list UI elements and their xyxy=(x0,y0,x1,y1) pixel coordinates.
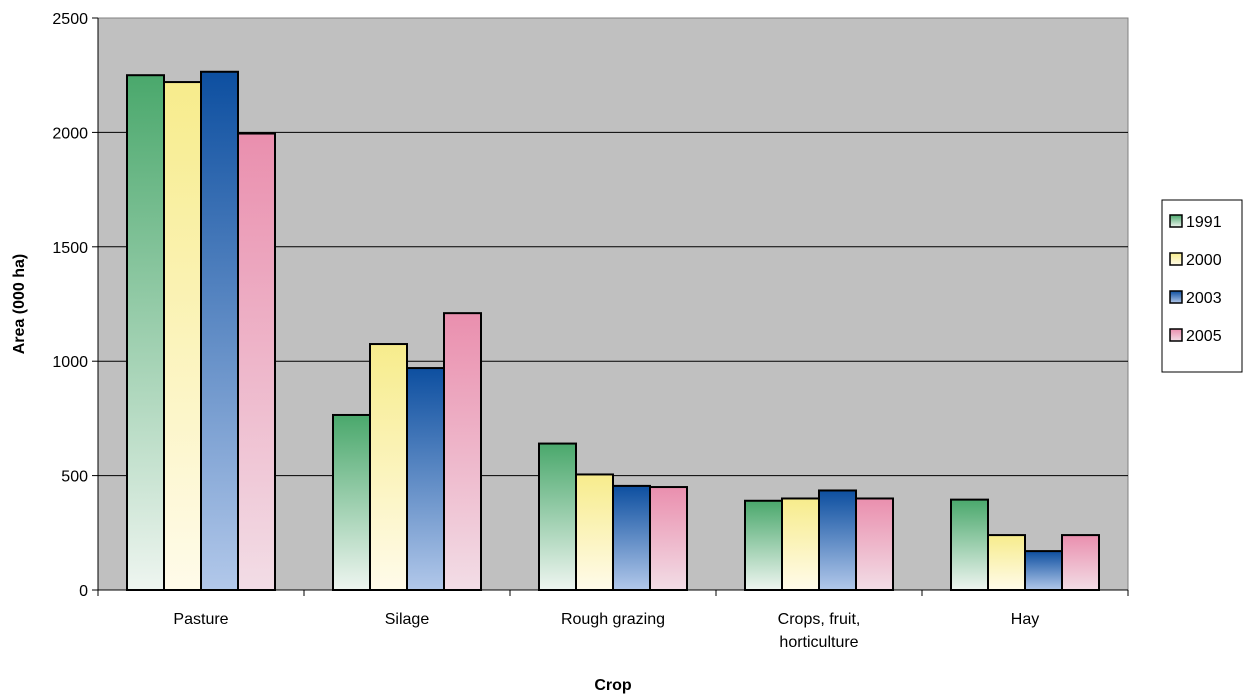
legend-swatch-2003 xyxy=(1169,290,1183,304)
x-tick-label: Crops, fruit, xyxy=(778,611,861,628)
y-tick-label: 500 xyxy=(61,469,88,486)
bar-2005-1 xyxy=(443,312,482,591)
x-tick-label: Rough grazing xyxy=(561,611,665,628)
bar-1991-0 xyxy=(126,74,165,591)
x-tick-label: Silage xyxy=(385,611,430,628)
legend-label-2003: 2003 xyxy=(1186,290,1222,307)
y-tick-label: 0 xyxy=(79,583,88,600)
bar-2005-3 xyxy=(855,497,894,592)
bar-2000-4 xyxy=(987,534,1026,592)
bar-2005-0 xyxy=(237,132,276,591)
legend-swatch-2005 xyxy=(1169,328,1183,342)
y-axis-title: Area (000 ha) xyxy=(11,254,28,355)
legend-swatch-1991 xyxy=(1169,214,1183,228)
y-tick-label: 2000 xyxy=(52,125,88,142)
legend-box xyxy=(1161,199,1243,373)
legend-label-2000: 2000 xyxy=(1186,252,1222,269)
bar-2003-1 xyxy=(406,367,445,591)
bar-2000-2 xyxy=(575,473,614,591)
bar-2005-2 xyxy=(649,486,688,592)
x-tick-label: Pasture xyxy=(173,611,228,628)
bar-2005-4 xyxy=(1061,534,1100,592)
x-tick-label: Hay xyxy=(1011,611,1039,628)
legend-label-1991: 1991 xyxy=(1186,214,1222,231)
legend-swatch-2000 xyxy=(1169,252,1183,266)
bar-1991-3 xyxy=(744,499,783,592)
y-tick-label: 1000 xyxy=(52,354,88,371)
bar-2000-0 xyxy=(163,81,202,592)
y-tick-label: 2500 xyxy=(52,11,88,28)
bar-2000-3 xyxy=(781,497,820,592)
y-axis: 0 500 1000 1500 2000 2500 xyxy=(52,11,99,600)
y-tick-label: 1500 xyxy=(52,240,88,257)
x-axis-title: Crop xyxy=(594,677,632,694)
bar-2003-4 xyxy=(1024,550,1063,592)
bar-2003-0 xyxy=(200,70,239,591)
bar-1991-1 xyxy=(332,413,371,591)
bar-1991-2 xyxy=(538,442,577,591)
x-axis: Pasture Silage Rough grazing Crops, fruit, h… xyxy=(97,589,1129,651)
x-tick-label: horticulture xyxy=(779,634,858,651)
bar-2000-1 xyxy=(369,343,408,592)
legend-label-2005: 2005 xyxy=(1186,328,1222,345)
bar-1991-4 xyxy=(950,498,989,591)
legend: 1991 2000 2003 2005 xyxy=(1161,199,1243,373)
bar-2003-3 xyxy=(818,489,857,591)
bar-2003-2 xyxy=(612,484,651,591)
